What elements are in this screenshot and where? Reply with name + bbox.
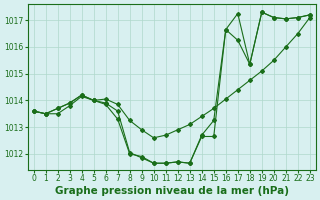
X-axis label: Graphe pression niveau de la mer (hPa): Graphe pression niveau de la mer (hPa) [55, 186, 289, 196]
